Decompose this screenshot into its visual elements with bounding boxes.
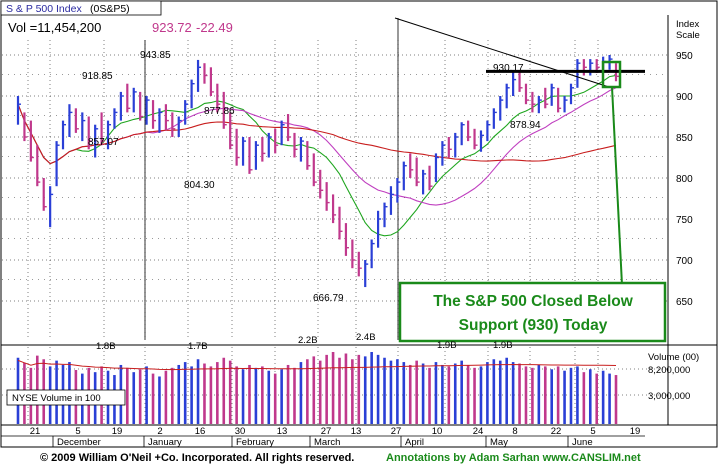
last-price: 923.72 <box>152 20 192 35</box>
volume-label-6: 1.9B <box>493 340 513 351</box>
volume-grid <box>2 347 668 424</box>
day-tick-label: 5 <box>75 426 80 437</box>
month-label: April <box>405 437 424 448</box>
day-tick-label: 13 <box>277 426 288 437</box>
annotation-666: 666.79 <box>313 293 344 304</box>
annotation-918: 918.85 <box>82 71 113 82</box>
ma-short-line <box>17 74 617 237</box>
day-tick-label: 19 <box>630 426 641 437</box>
price-axis-title-1: Index <box>676 19 699 30</box>
annotation-857: 857.07 <box>88 137 119 148</box>
callout-line-2: Support (930) Today <box>459 317 608 334</box>
month-label: February <box>236 437 274 448</box>
volume-label-2: 1.7B <box>188 341 208 352</box>
day-tick-label: 30 <box>235 426 246 437</box>
annotation-credit: Annotations by Adam Sarhan www.CANSLIM.n… <box>386 452 641 464</box>
date-axis-ticks: 21 5 19 2 16 30 13 27 13 27 10 24 8 22 5 19 December Janu… <box>30 426 641 448</box>
price-tick-label: 700 <box>676 256 693 267</box>
day-tick-label: 24 <box>473 426 484 437</box>
price-bars <box>16 55 619 288</box>
index-name-box <box>0 0 162 16</box>
price-tick-label: 900 <box>676 92 693 103</box>
annotation-930: 930.17 <box>493 63 524 74</box>
month-label: June <box>572 437 593 448</box>
volume-bars <box>16 352 618 424</box>
day-tick-label: 19 <box>112 426 123 437</box>
last-bar-highlight-box <box>601 60 622 89</box>
price-tick-label: 800 <box>676 174 693 185</box>
trend-line <box>394 17 613 89</box>
day-tick-label: 5 <box>590 426 595 437</box>
volume-tick-8200000: 8,200,000 <box>648 365 690 376</box>
moving-averages <box>17 74 617 237</box>
volume-legend-box <box>6 389 126 406</box>
callout-pointer <box>611 86 623 286</box>
day-tick-label: 16 <box>195 426 206 437</box>
volume-legend: NYSE Volume in 100 <box>12 393 101 404</box>
day-tick-label: 27 <box>391 426 402 437</box>
annotation-943: 943.85 <box>140 50 171 61</box>
day-tick-label: 8 <box>512 426 517 437</box>
day-tick-label: 21 <box>30 426 41 437</box>
month-label: December <box>57 437 101 448</box>
volume-label-4: 2.4B <box>356 332 376 343</box>
volume-axis-title: Volume (00) <box>648 352 699 363</box>
day-tick-label: 13 <box>351 426 362 437</box>
volume-moving-average <box>17 359 617 371</box>
volume-label-5: 1.9B <box>437 340 457 351</box>
annotation-878: 878.94 <box>510 120 541 131</box>
volume-label-1: 1.8B <box>96 341 116 352</box>
volume-readout: Vol =11,454,200 <box>8 20 101 35</box>
copyright-text: © 2009 William O'Neil +Co. Incorporated.… <box>40 452 354 464</box>
callout-line-1: The S&P 500 Closed Below <box>433 293 633 310</box>
annotation-804: 804.30 <box>184 180 215 191</box>
index-symbol: (0S&P5) <box>90 3 130 15</box>
price-tick-label: 750 <box>676 215 693 226</box>
day-tick-label: 10 <box>432 426 443 437</box>
month-label: May <box>490 437 508 448</box>
month-label: March <box>314 437 340 448</box>
callout-box <box>398 281 667 343</box>
day-tick-label: 27 <box>321 426 332 437</box>
index-name: S & P 500 Index <box>6 3 82 15</box>
price-change: -22.49 <box>196 20 233 35</box>
month-label: January <box>148 437 182 448</box>
ma-long-line <box>17 104 617 165</box>
day-tick-label: 2 <box>157 426 162 437</box>
day-tick-label: 22 <box>551 426 562 437</box>
volume-tick-3000000: 3,000,000 <box>648 391 690 402</box>
price-tick-label: 950 <box>676 51 693 62</box>
annotation-877: 877.86 <box>204 106 235 117</box>
price-axis-ticks: 950 900 850 800 750 700 650 <box>676 51 693 308</box>
price-axis-title-2: Scale <box>676 30 700 41</box>
price-tick-label: 850 <box>676 133 693 144</box>
volume-label-3: 2.2B <box>298 335 318 346</box>
price-tick-label: 650 <box>676 297 693 308</box>
